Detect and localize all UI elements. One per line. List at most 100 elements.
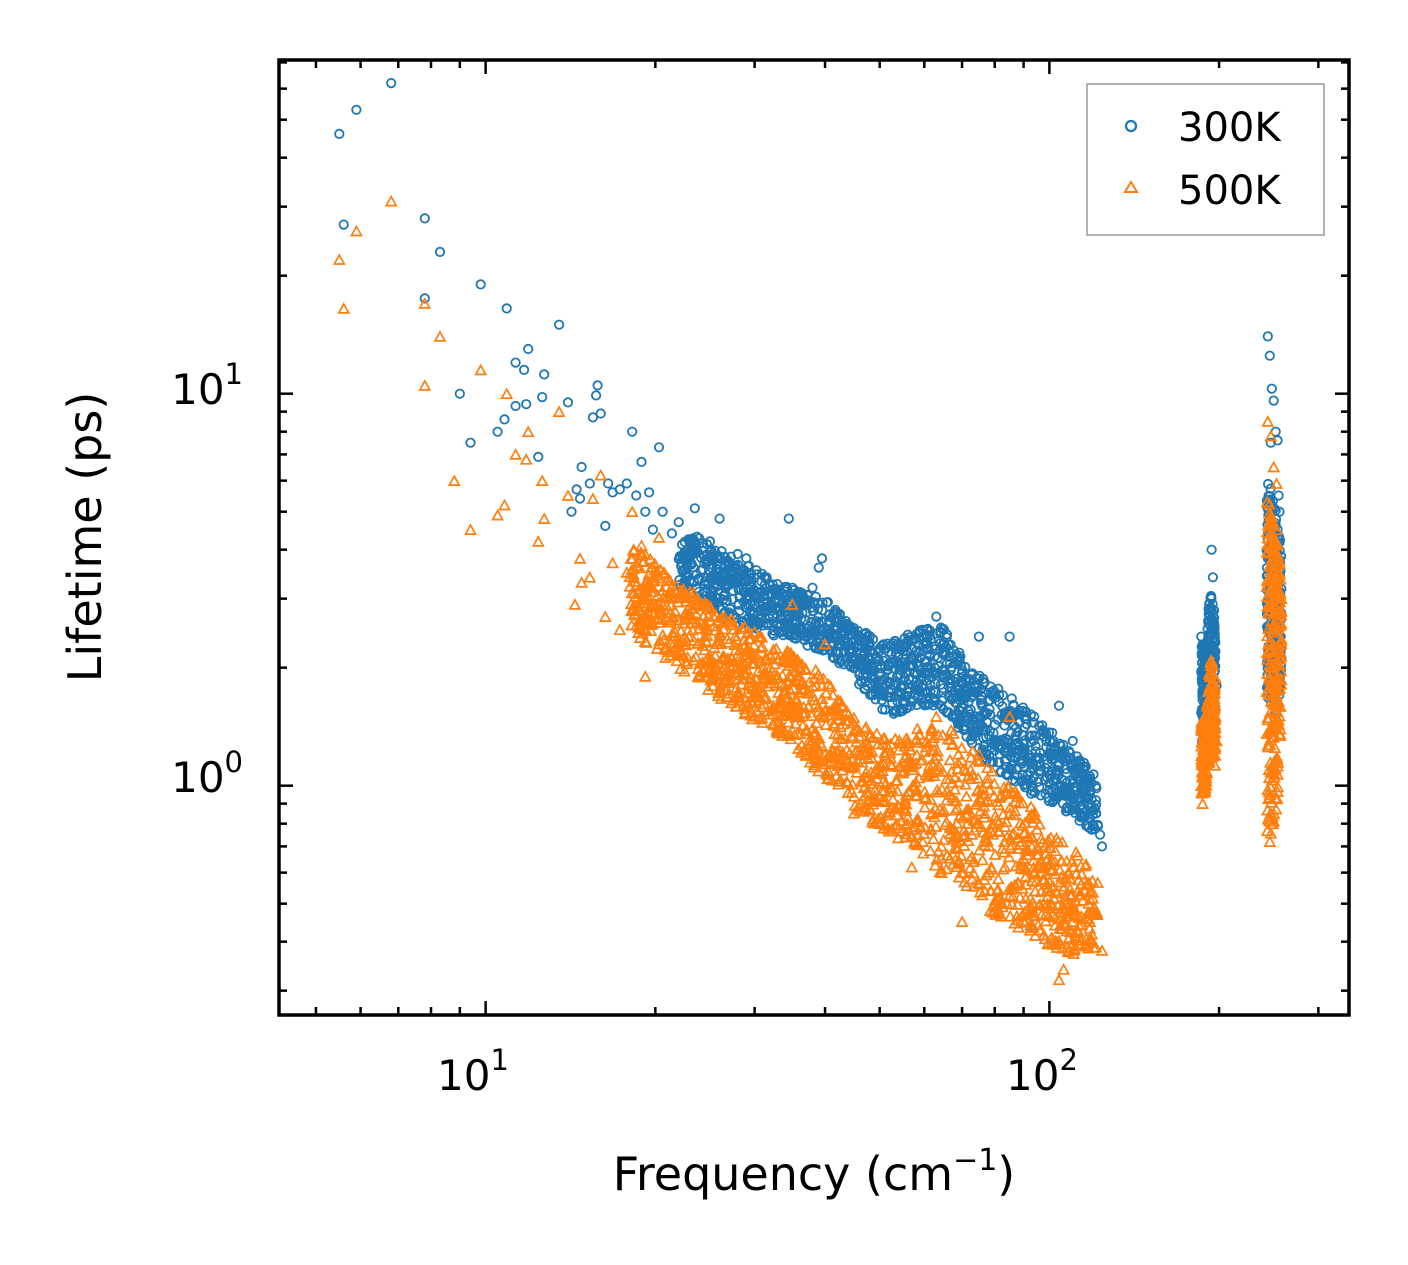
point-500K: [749, 690, 763, 703]
point-300K: [763, 612, 775, 623]
point-500K: [998, 835, 1011, 848]
point-500K: [1261, 531, 1275, 544]
point-500K: [1025, 901, 1038, 913]
point-500K: [1267, 770, 1281, 783]
point-300K: [701, 539, 713, 550]
point-500K: [870, 772, 884, 784]
point-500K: [828, 750, 841, 763]
point-300K: [833, 653, 844, 664]
point-300K: [1046, 766, 1057, 777]
point-500K: [890, 784, 904, 797]
point-300K: [772, 578, 783, 590]
point-500K: [1208, 749, 1222, 761]
point-300K: [876, 694, 888, 706]
point-500K: [620, 566, 634, 578]
point-500K: [1059, 872, 1073, 884]
point-500K: [1028, 812, 1041, 824]
point-300K: [912, 681, 924, 692]
point-300K: [877, 704, 888, 715]
point-500K: [943, 827, 957, 839]
point-300K: [1273, 490, 1284, 501]
point-500K: [1003, 889, 1017, 901]
point-500K: [818, 704, 832, 717]
point-500K: [738, 702, 752, 715]
point-300K: [1054, 759, 1065, 770]
point-500K: [645, 574, 659, 587]
point-500K: [727, 655, 741, 667]
point-300K: [834, 634, 845, 645]
point-300K: [1084, 777, 1095, 788]
point-500K: [820, 768, 834, 780]
point-300K: [739, 565, 750, 576]
point-500K: [676, 587, 690, 600]
point-500K: [1267, 607, 1281, 619]
point-500K: [625, 505, 639, 518]
point-300K: [686, 558, 697, 569]
point-500K: [1059, 896, 1073, 909]
point-300K: [1041, 735, 1052, 747]
point-300K: [1060, 806, 1072, 817]
point-500K: [1271, 780, 1285, 793]
point-500K: [1195, 718, 1209, 731]
point-500K: [858, 722, 872, 735]
point-500K: [934, 839, 948, 852]
point-300K: [1012, 737, 1024, 748]
point-300K: [537, 391, 548, 403]
legend-label-300k: 300K: [1178, 105, 1282, 151]
point-500K: [692, 669, 706, 681]
point-500K: [880, 738, 893, 750]
point-500K: [722, 676, 736, 689]
point-300K: [771, 589, 782, 601]
point-500K: [1270, 750, 1284, 763]
point-500K: [1274, 592, 1288, 604]
point-300K: [1206, 593, 1217, 604]
point-500K: [853, 725, 867, 737]
point-500K: [793, 660, 807, 672]
point-300K: [845, 644, 856, 655]
point-500K: [821, 677, 835, 690]
point-500K: [1050, 941, 1064, 953]
point-300K: [1068, 764, 1080, 775]
point-500K: [674, 624, 688, 637]
point-500K: [752, 712, 766, 725]
point-500K: [636, 555, 650, 568]
legend-box: [1086, 83, 1325, 236]
point-300K: [1039, 774, 1051, 785]
point-500K: [1265, 528, 1279, 541]
point-300K: [783, 513, 794, 524]
point-500K: [750, 680, 764, 693]
point-500K: [755, 700, 769, 713]
point-500K: [1195, 752, 1209, 765]
point-500K: [789, 692, 803, 704]
point-300K: [1068, 792, 1080, 804]
point-300K: [768, 625, 780, 636]
point-500K: [1044, 831, 1058, 843]
point-300K: [647, 524, 659, 535]
point-500K: [689, 650, 703, 662]
point-500K: [824, 680, 838, 692]
point-500K: [950, 860, 963, 873]
point-500K: [1273, 727, 1287, 740]
point-300K: [475, 279, 486, 290]
point-500K: [1202, 667, 1216, 680]
point-500K: [1071, 926, 1085, 938]
point-500K: [624, 552, 638, 564]
point-300K: [1061, 752, 1072, 763]
point-500K: [1014, 859, 1028, 872]
point-500K: [1000, 786, 1013, 799]
point-500K: [722, 687, 736, 699]
point-300K: [533, 451, 544, 462]
point-300K: [697, 564, 708, 575]
point-500K: [771, 652, 785, 664]
point-500K: [1069, 867, 1083, 879]
point-500K: [999, 815, 1013, 828]
point-500K: [1018, 861, 1032, 873]
point-300K: [929, 678, 941, 689]
point-500K: [1208, 721, 1222, 733]
point-500K: [1262, 497, 1276, 510]
point-300K: [929, 651, 940, 662]
point-500K: [906, 779, 920, 791]
point-500K: [747, 638, 761, 651]
point-500K: [724, 696, 738, 709]
point-500K: [760, 669, 774, 681]
